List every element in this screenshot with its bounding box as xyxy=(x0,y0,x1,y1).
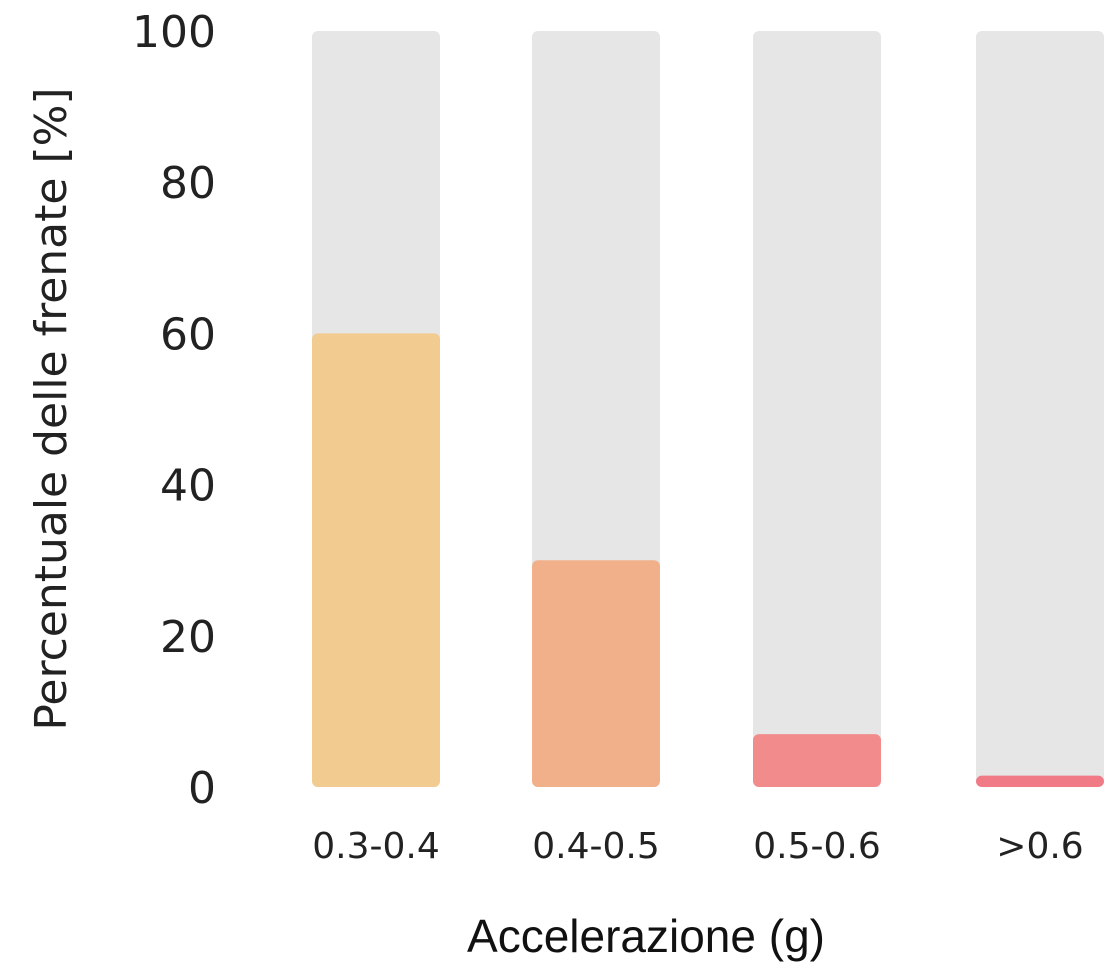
y-tick-label: 80 xyxy=(160,158,216,209)
bar xyxy=(312,333,440,787)
x-axis-label: Accelerazione (g) xyxy=(467,910,825,962)
x-tick-label: 0.4-0.5 xyxy=(532,826,660,867)
bars xyxy=(312,333,1104,787)
y-tick-label: 60 xyxy=(160,309,216,360)
y-tick-label: 0 xyxy=(188,763,216,814)
y-axis-ticks: 0 20 40 60 80 100 xyxy=(132,7,216,814)
bar-track xyxy=(753,31,881,787)
y-tick-label: 40 xyxy=(160,461,216,512)
y-tick-label: 20 xyxy=(160,612,216,663)
bar xyxy=(532,560,660,787)
bar xyxy=(976,775,1104,787)
x-axis-ticks: 0.3-0.4 0.4-0.5 0.5-0.6 >0.6 xyxy=(312,826,1083,867)
bar xyxy=(753,734,881,787)
y-axis-label: Percentuale delle frenate [%] xyxy=(26,87,77,730)
y-tick-label: 100 xyxy=(132,7,216,58)
x-tick-label: >0.6 xyxy=(996,826,1083,867)
x-tick-label: 0.3-0.4 xyxy=(312,826,440,867)
bar-track xyxy=(976,31,1104,787)
x-tick-label: 0.5-0.6 xyxy=(753,826,881,867)
